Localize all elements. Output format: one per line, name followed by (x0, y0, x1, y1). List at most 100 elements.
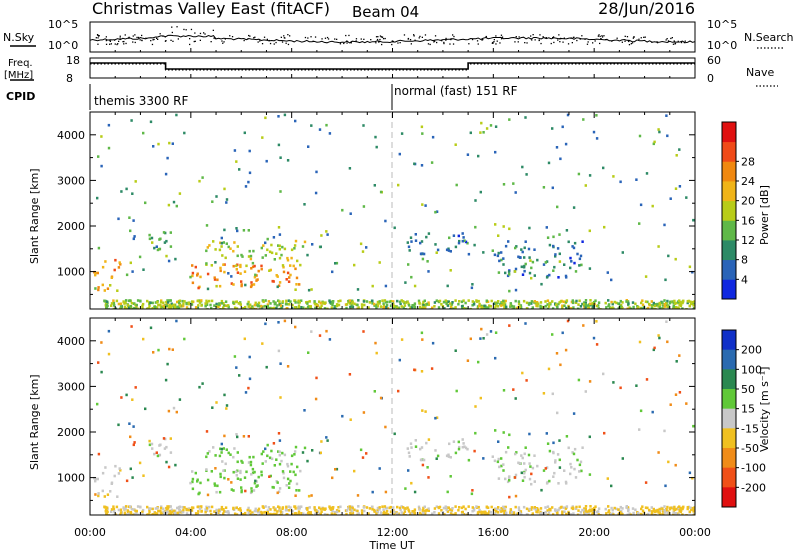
power-echo (367, 306, 370, 309)
velocity-echo (480, 510, 483, 514)
power-echo (383, 299, 387, 302)
power-echo (530, 266, 533, 270)
velocity-echo (289, 506, 292, 509)
nsearch-point (312, 40, 314, 42)
power-echo (233, 306, 237, 309)
velocity-echo (508, 479, 511, 482)
velocity-echo (583, 507, 586, 510)
velocity-echo (297, 510, 301, 513)
velocity-echo (151, 513, 154, 515)
power-echo (516, 306, 519, 309)
velocity-echo (619, 511, 622, 514)
velocity-echo (313, 506, 316, 509)
power-echo (452, 307, 455, 309)
nsearch-point (632, 37, 634, 39)
velocity-echo (137, 513, 140, 515)
velocity-echo (461, 513, 464, 515)
nsearch-point (231, 36, 234, 38)
velocity-echo (270, 449, 273, 453)
velocity-echo (273, 508, 276, 512)
nsearch-point (600, 38, 602, 40)
velocity-echo (375, 512, 378, 515)
velocity-echo (112, 505, 115, 508)
velocity-echo (165, 460, 168, 464)
velocity-echo (135, 511, 138, 515)
power-echo (141, 306, 144, 309)
power-echo (473, 243, 476, 247)
velocity-echo (146, 505, 149, 509)
velocity-echo (584, 390, 587, 393)
power-echo (110, 276, 113, 279)
power-echo (434, 243, 437, 246)
power-echo (502, 225, 505, 228)
power-echo (692, 304, 695, 307)
velocity-echo (177, 512, 181, 515)
power-echo (351, 305, 355, 309)
velocity-echo (547, 367, 551, 371)
velocity-echo (592, 336, 596, 340)
power-echo (541, 306, 545, 309)
power-echo (521, 250, 524, 254)
power-echo (604, 301, 607, 305)
velocity-echo (285, 513, 289, 515)
velocity-echo (266, 443, 269, 447)
velocity-echo (434, 449, 437, 452)
power-echo (400, 305, 403, 308)
power-echo (281, 305, 284, 308)
power-echo (449, 302, 452, 305)
power-echo (170, 302, 173, 306)
power-echo (570, 260, 573, 263)
nsearch-point (514, 41, 516, 43)
power-echo (120, 190, 123, 193)
velocity-echo (544, 467, 547, 470)
velocity-echo (587, 512, 591, 515)
velocity-echo (169, 437, 172, 440)
power-echo (386, 307, 390, 309)
power-echo (154, 301, 158, 304)
power-echo (462, 236, 465, 239)
velocity-echo (661, 510, 665, 513)
power-echo (508, 289, 511, 293)
power-echo (418, 302, 421, 305)
velocity-echo (496, 507, 499, 511)
velocity-echo (119, 469, 122, 472)
nsearch-point (343, 42, 345, 45)
velocity-echo (563, 469, 566, 472)
power-echo (215, 284, 218, 288)
power-echo (325, 123, 328, 127)
velocity-echo (232, 455, 235, 459)
velocity-echo (175, 410, 178, 414)
nsearch-point (643, 36, 645, 38)
velocity-echo (224, 462, 227, 466)
velocity-echo (502, 389, 506, 392)
power-echo (422, 252, 426, 256)
velocity-echo (530, 506, 534, 509)
power-echo (389, 304, 393, 308)
velocity-echo (494, 356, 497, 360)
velocity-echo (448, 442, 451, 446)
velocity-echo (691, 476, 694, 480)
nsearch-point (672, 43, 675, 45)
velocity-echo (266, 454, 269, 458)
velocity-echo (454, 349, 457, 352)
velocity-echo (348, 505, 352, 508)
power-echo (681, 301, 684, 305)
velocity-echo (602, 372, 605, 376)
power-echo (268, 269, 271, 272)
power-echo (218, 248, 222, 252)
velocity-echo (235, 366, 238, 369)
power-echo (383, 306, 386, 309)
velocity-echo (640, 513, 643, 515)
power-echo (200, 299, 203, 302)
velocity-echo (240, 489, 243, 492)
nsearch-point (194, 40, 196, 42)
velocity-echo (498, 465, 501, 469)
velocity-echo (638, 428, 641, 431)
power-echo (211, 200, 214, 203)
power-echo (407, 304, 411, 307)
velocity-echo (503, 507, 506, 510)
velocity-echo (688, 471, 692, 475)
velocity-echo (569, 462, 572, 466)
velocity-echo (226, 510, 229, 514)
power-echo (247, 300, 250, 304)
